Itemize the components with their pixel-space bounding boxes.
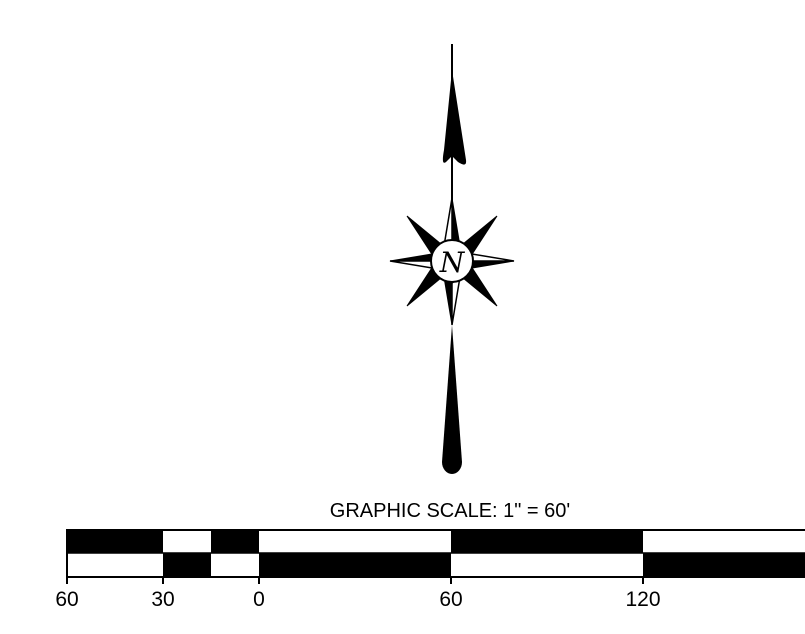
scale-segment-top: [163, 530, 211, 553]
graphic-scale: GRAPHIC SCALE: 1" = 60' 60 30 0 60 120: [55, 500, 805, 611]
scale-bar: [66, 529, 805, 578]
scale-tick-label: 60: [439, 588, 462, 611]
scale-tick-label: 120: [625, 588, 660, 611]
north-arrow-tail: [442, 325, 462, 474]
scale-segment-bottom: [643, 553, 805, 577]
compass-point-n: [442, 197, 461, 248]
scale-segment-top: [643, 530, 805, 553]
scale-segment-top: [259, 530, 451, 553]
compass-center-circle: [430, 239, 474, 283]
scale-title: GRAPHIC SCALE: 1" = 60': [330, 500, 570, 522]
scale-tick-label: 0: [253, 588, 265, 611]
scale-segment-top: [451, 530, 643, 553]
scale-segment-bottom: [451, 553, 643, 577]
scale-segment-bottom: [211, 553, 259, 577]
compass-rose: N: [389, 197, 515, 326]
scale-segment-top: [67, 530, 163, 553]
scale-segment-bottom: [259, 553, 451, 577]
scale-segment-bottom: [163, 553, 211, 577]
north-letter: N: [439, 246, 466, 279]
scale-segment-bottom: [67, 553, 163, 577]
scale-tick-label: 60: [55, 588, 78, 611]
north-arrow-head: [442, 70, 467, 165]
scale-tick-label: 30: [151, 588, 174, 611]
compass-point-s: [443, 275, 462, 326]
compass-point-e: [464, 251, 515, 270]
scale-ticks: 60 30 0 60 120: [55, 577, 661, 611]
scale-segment-top: [211, 530, 259, 553]
north-arrow: N: [389, 44, 515, 474]
